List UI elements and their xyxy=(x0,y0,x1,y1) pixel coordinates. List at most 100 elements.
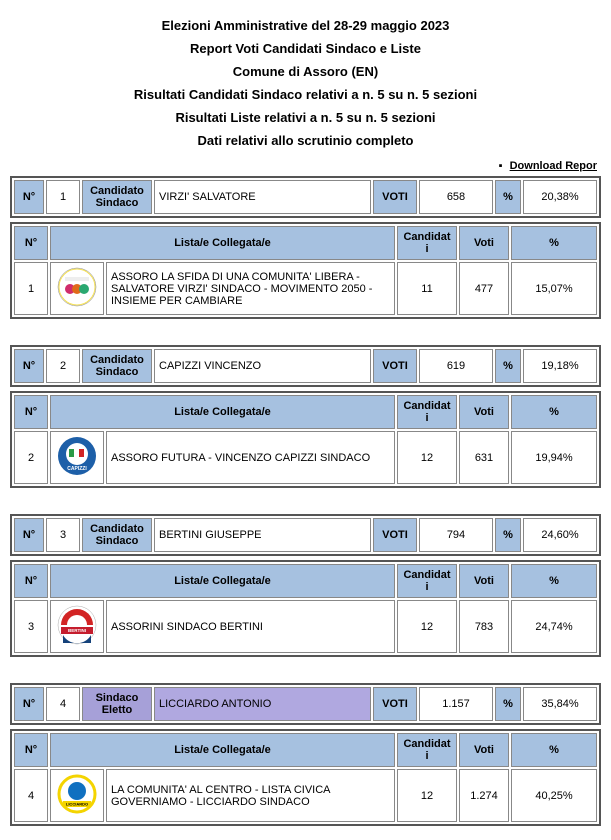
candidate-pct: 20,38% xyxy=(523,180,597,214)
list-logo-cell xyxy=(50,262,104,315)
block-gap xyxy=(10,492,601,514)
report-header: Elezioni Amministrative del 28-29 maggio… xyxy=(10,18,601,148)
candidate-block: N° 3 Candidato Sindaco BERTINI GIUSEPPE … xyxy=(10,514,601,556)
list-name-header: Lista/e Collegata/e xyxy=(50,226,395,260)
header-line-4: Risultati Candidati Sindaco relativi a n… xyxy=(10,87,601,102)
list-name: ASSORINI SINDACO BERTINI xyxy=(106,600,395,653)
candidate-number: 4 xyxy=(46,687,80,721)
list-pct: 15,07% xyxy=(511,262,597,315)
lists-block: N° Lista/e Collegata/e Candidati Voti % … xyxy=(10,391,601,488)
candidate-block: N° 1 Candidato Sindaco VIRZI' SALVATORE … xyxy=(10,176,601,218)
lists-block: N° Lista/e Collegata/e Candidati Voti % … xyxy=(10,729,601,826)
col-n-label: N° xyxy=(14,180,44,214)
list-voti: 477 xyxy=(459,262,509,315)
list-logo-icon: LICCIARDO xyxy=(57,774,97,814)
list-name: LA COMUNITA' AL CENTRO - LISTA CIVICA GO… xyxy=(106,769,395,822)
list-voti-header: Voti xyxy=(459,226,509,260)
header-line-5: Risultati Liste relativi a n. 5 su n. 5 … xyxy=(10,110,601,125)
list-n-header: N° xyxy=(14,733,48,767)
list-n-header: N° xyxy=(14,226,48,260)
candidate-name: LICCIARDO ANTONIO xyxy=(154,687,371,721)
voti-label: VOTI xyxy=(373,518,417,552)
candidate-row-table: N° 2 Candidato Sindaco CAPIZZI VINCENZO … xyxy=(12,347,599,385)
candidate-name: CAPIZZI VINCENZO xyxy=(154,349,371,383)
list-row: 2 CAPIZZI ASSORO FUTURA - VINCENZO CAPIZ… xyxy=(14,431,597,484)
list-logo-icon: CAPIZZI xyxy=(57,436,97,476)
block-gap xyxy=(10,661,601,683)
svg-text:LICCIARDO: LICCIARDO xyxy=(66,802,88,807)
list-pct: 24,74% xyxy=(511,600,597,653)
list-voti-header: Voti xyxy=(459,564,509,598)
col-n-label: N° xyxy=(14,349,44,383)
pct-label: % xyxy=(495,180,521,214)
lists-table: N° Lista/e Collegata/e Candidati Voti % … xyxy=(12,393,599,486)
candidate-pct: 24,60% xyxy=(523,518,597,552)
lists-table: N° Lista/e Collegata/e Candidati Voti % … xyxy=(12,224,599,317)
list-cand-header: Candidati xyxy=(397,733,457,767)
list-logo-cell: BERTINI xyxy=(50,600,104,653)
list-voti: 783 xyxy=(459,600,509,653)
candidate-row-table: N° 4 Sindaco Eletto LICCIARDO ANTONIO VO… xyxy=(12,685,599,723)
list-cand-header: Candidati xyxy=(397,395,457,429)
lists-table: N° Lista/e Collegata/e Candidati Voti % … xyxy=(12,731,599,824)
list-candidati: 12 xyxy=(397,600,457,653)
candidate-votes: 794 xyxy=(419,518,493,552)
pct-label: % xyxy=(495,349,521,383)
voti-label: VOTI xyxy=(373,687,417,721)
header-line-2: Report Voti Candidati Sindaco e Liste xyxy=(10,41,601,56)
list-logo-cell: LICCIARDO xyxy=(50,769,104,822)
col-n-label: N° xyxy=(14,687,44,721)
header-line-3: Comune di Assoro (EN) xyxy=(10,64,601,79)
list-logo-icon: BERTINI xyxy=(57,605,97,645)
list-pct-header: % xyxy=(511,733,597,767)
list-name-header: Lista/e Collegata/e xyxy=(50,733,395,767)
list-name: ASSORO LA SFIDA DI UNA COMUNITA' LIBERA … xyxy=(106,262,395,315)
list-voti: 1.274 xyxy=(459,769,509,822)
voti-label: VOTI xyxy=(373,349,417,383)
candidate-block: N° 4 Sindaco Eletto LICCIARDO ANTONIO VO… xyxy=(10,683,601,725)
candidate-votes: 1.157 xyxy=(419,687,493,721)
svg-text:CAPIZZI: CAPIZZI xyxy=(67,466,87,472)
pct-label: % xyxy=(495,687,521,721)
candidate-pct: 19,18% xyxy=(523,349,597,383)
pct-label: % xyxy=(495,518,521,552)
list-logo-icon xyxy=(57,267,97,307)
candidate-number: 1 xyxy=(46,180,80,214)
list-n-header: N° xyxy=(14,395,48,429)
list-n-header: N° xyxy=(14,564,48,598)
list-voti: 631 xyxy=(459,431,509,484)
list-cand-header: Candidati xyxy=(397,564,457,598)
list-pct: 19,94% xyxy=(511,431,597,484)
list-pct-header: % xyxy=(511,564,597,598)
candidate-role-label: Candidato Sindaco xyxy=(82,180,152,214)
candidate-votes: 658 xyxy=(419,180,493,214)
voti-label: VOTI xyxy=(373,180,417,214)
download-row: ▪ Download Repor xyxy=(10,160,597,172)
candidate-role-label: Candidato Sindaco xyxy=(82,518,152,552)
lists-block: N° Lista/e Collegata/e Candidati Voti % … xyxy=(10,560,601,657)
list-number: 3 xyxy=(14,600,48,653)
list-name-header: Lista/e Collegata/e xyxy=(50,395,395,429)
header-line-6: Dati relativi allo scrutinio completo xyxy=(10,133,601,148)
candidate-pct: 35,84% xyxy=(523,687,597,721)
list-name-header: Lista/e Collegata/e xyxy=(50,564,395,598)
lists-table: N° Lista/e Collegata/e Candidati Voti % … xyxy=(12,562,599,655)
list-number: 4 xyxy=(14,769,48,822)
download-report-link[interactable]: Download Repor xyxy=(510,160,597,172)
candidate-role-label: Candidato Sindaco xyxy=(82,349,152,383)
candidate-votes: 619 xyxy=(419,349,493,383)
lists-block: N° Lista/e Collegata/e Candidati Voti % … xyxy=(10,222,601,319)
candidate-name: BERTINI GIUSEPPE xyxy=(154,518,371,552)
list-number: 1 xyxy=(14,262,48,315)
list-candidati: 12 xyxy=(397,769,457,822)
list-cand-header: Candidati xyxy=(397,226,457,260)
list-row: 1 ASSORO LA SFIDA DI UNA COMUNITA' LIBER… xyxy=(14,262,597,315)
list-pct-header: % xyxy=(511,226,597,260)
bullet-icon: ▪ xyxy=(499,160,503,172)
header-line-1: Elezioni Amministrative del 28-29 maggio… xyxy=(10,18,601,33)
candidate-block: N° 2 Candidato Sindaco CAPIZZI VINCENZO … xyxy=(10,345,601,387)
list-pct-header: % xyxy=(511,395,597,429)
candidate-row-table: N° 3 Candidato Sindaco BERTINI GIUSEPPE … xyxy=(12,516,599,554)
list-row: 3 BERTINI ASSORINI SINDACO BERTINI 12 78… xyxy=(14,600,597,653)
list-number: 2 xyxy=(14,431,48,484)
